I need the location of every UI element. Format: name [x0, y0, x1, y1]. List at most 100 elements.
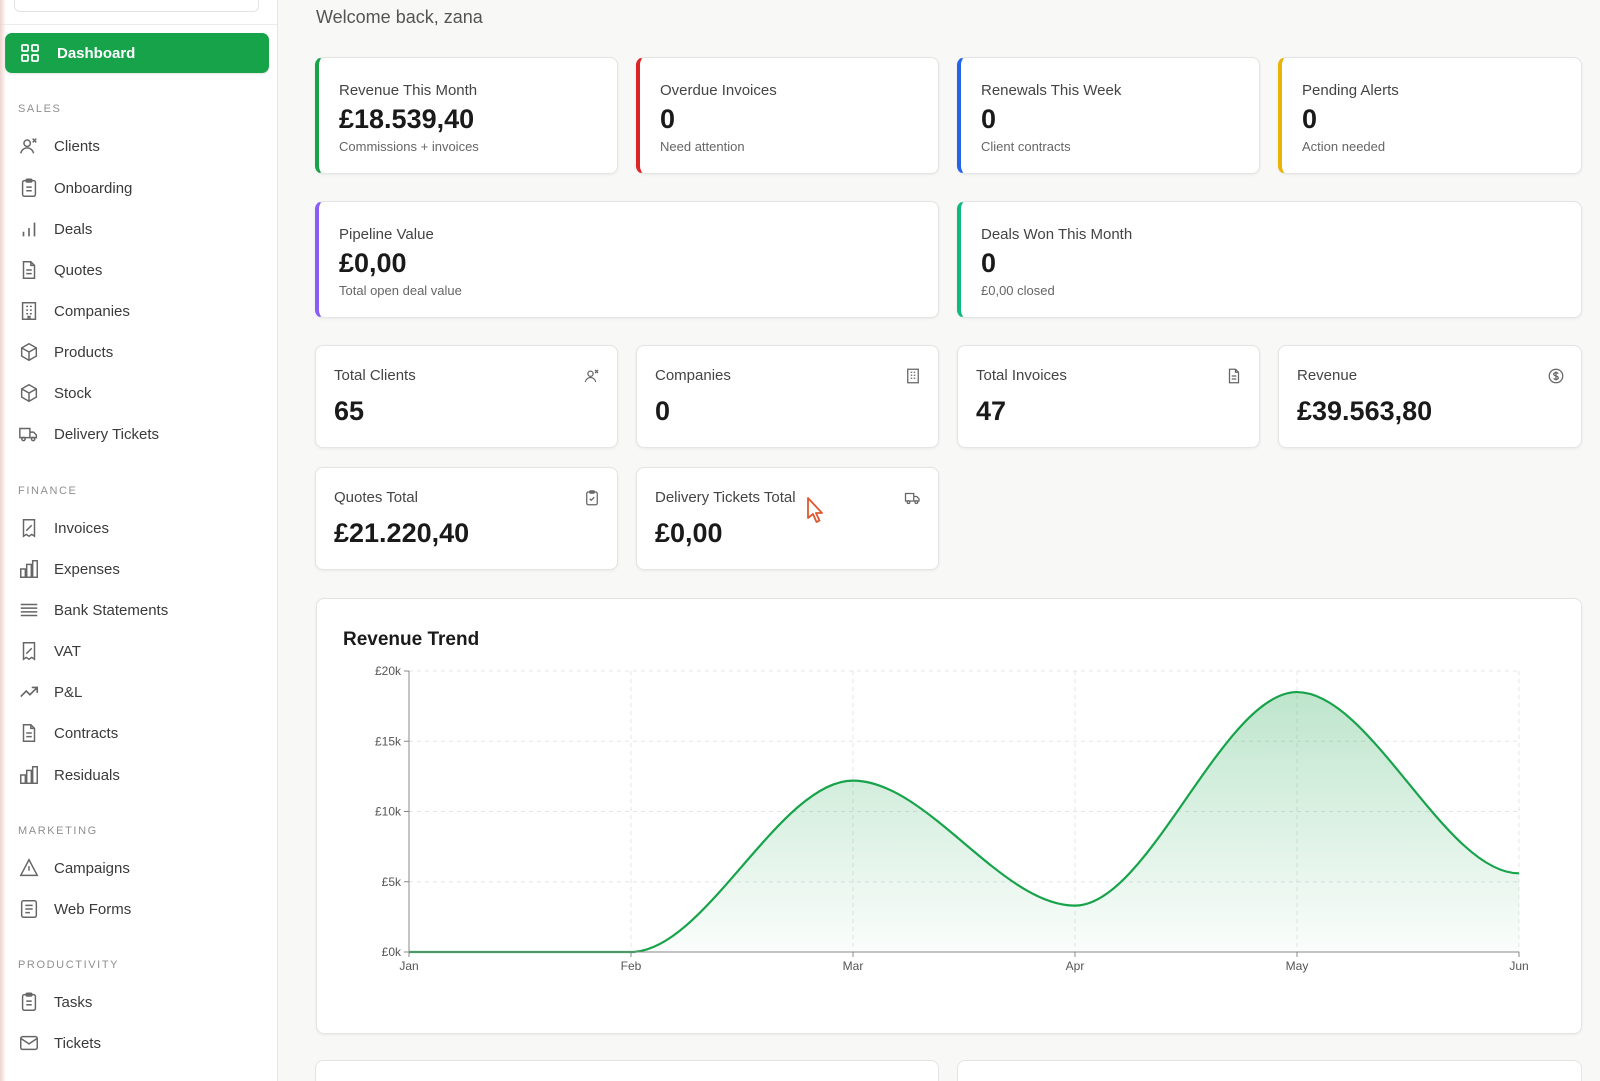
sidebar-item-label: Clients — [54, 137, 100, 155]
grid-icon — [20, 43, 40, 63]
sidebar-item-bank-statements[interactable]: Bank Statements — [18, 598, 168, 622]
stat-value: £0,00 — [655, 518, 723, 548]
section-label-finance: FINANCE — [18, 485, 78, 497]
sidebar-item-clients[interactable]: Clients — [18, 134, 100, 158]
stat-value: 0 — [655, 396, 671, 426]
sidebar-item-label: Expenses — [54, 560, 120, 578]
series-area-fill — [409, 692, 1519, 952]
stat-value: £39.563,80 — [1297, 396, 1433, 426]
kpi-card-revenue-this-month[interactable]: Revenue This Month £18.539,40 Commission… — [315, 57, 618, 174]
kpi-card-deals-won[interactable]: Deals Won This Month 0 £0,00 closed — [957, 201, 1582, 318]
stat-card-revenue[interactable]: Revenue £39.563,80 — [1278, 345, 1582, 448]
y-tick-label: £10k — [375, 805, 402, 819]
bar-chart-2-icon — [18, 558, 40, 580]
stat-title: Total Clients — [334, 367, 416, 384]
sidebar-item-label: Onboarding — [54, 179, 133, 197]
stat-title: Companies — [655, 367, 731, 384]
sidebar-item-label: Bank Statements — [54, 601, 169, 619]
sidebar-item-deals[interactable]: Deals — [18, 217, 92, 241]
sidebar-item-quotes[interactable]: Quotes — [18, 258, 102, 282]
sidebar-search-input[interactable] — [14, 0, 259, 12]
stat-card-quotes-total[interactable]: Quotes Total £21.220,40 — [315, 467, 618, 570]
sidebar-item-label: Invoices — [54, 519, 110, 537]
kpi-subtitle: Commissions + invoices — [339, 139, 479, 154]
x-tick-label: Feb — [621, 959, 642, 973]
form-icon — [18, 898, 40, 920]
sidebar-item-delivery-tickets[interactable]: Delivery Tickets — [18, 422, 159, 446]
sidebar-item-vat[interactable]: VAT — [18, 639, 81, 663]
building-icon — [904, 367, 922, 385]
sidebar-item-invoices[interactable]: Invoices — [18, 516, 109, 540]
bottom-card-left — [315, 1060, 939, 1081]
stat-card-total-invoices[interactable]: Total Invoices 47 — [957, 345, 1260, 448]
sidebar-item-tasks[interactable]: Tasks — [18, 990, 92, 1014]
section-label-marketing: MARKETING — [18, 825, 98, 837]
sidebar-item-label: P&L — [54, 683, 83, 701]
kpi-title: Revenue This Month — [339, 82, 478, 99]
kpi-value: £18.539,40 — [339, 104, 475, 134]
kpi-card-overdue-invoices[interactable]: Overdue Invoices 0 Need attention — [636, 57, 939, 174]
stat-card-companies[interactable]: Companies 0 — [636, 345, 939, 448]
revenue-trend-chart: £0k £5k £10k £15k £20k Jan Feb Mar Apr May Jun — [375, 664, 1529, 973]
stat-value: 65 — [334, 396, 365, 426]
section-label-productivity: PRODUCTIVITY — [18, 959, 120, 971]
sidebar-item-expenses[interactable]: Expenses — [18, 557, 120, 581]
trending-up-icon — [18, 681, 40, 703]
y-tick-label: £5k — [382, 875, 402, 889]
clipboard-icon — [18, 177, 40, 199]
section-label-sales: SALES — [18, 103, 62, 115]
bar-chart-icon — [18, 218, 40, 240]
sidebar-item-stock[interactable]: Stock — [18, 381, 92, 405]
sidebar-item-label: Tasks — [54, 993, 93, 1011]
sidebar-item-tickets[interactable]: Tickets — [18, 1031, 101, 1055]
x-tick-label: Jun — [1509, 959, 1528, 973]
y-tick-label: £20k — [375, 664, 402, 678]
kpi-subtitle: Action needed — [1302, 139, 1386, 154]
sidebar: Dashboard SALES Clients Onboarding Deals… — [0, 0, 278, 1081]
sidebar-item-label: VAT — [54, 642, 81, 660]
users-icon — [583, 367, 601, 385]
sidebar-item-dashboard[interactable]: Dashboard — [5, 33, 269, 73]
building-icon — [18, 300, 40, 322]
receipt-icon — [18, 517, 40, 539]
sidebar-item-pnl[interactable]: P&L — [18, 680, 82, 704]
kpi-value: £0,00 — [339, 248, 407, 278]
file-text-icon — [18, 259, 40, 281]
stat-title: Revenue — [1297, 367, 1358, 384]
sidebar-item-label: Residuals — [54, 766, 120, 784]
kpi-subtitle: £0,00 closed — [981, 283, 1055, 298]
sidebar-item-campaigns[interactable]: Campaigns — [18, 856, 130, 880]
sidebar-item-label: Companies — [54, 302, 130, 320]
kpi-subtitle: Client contracts — [981, 139, 1071, 154]
clipboard-check-icon — [18, 991, 40, 1013]
list-icon — [18, 599, 40, 621]
welcome-message: Welcome back, zana — [316, 7, 483, 27]
sidebar-item-label: Web Forms — [54, 900, 132, 918]
sidebar-item-label: Contracts — [54, 724, 119, 742]
kpi-card-pending-alerts[interactable]: Pending Alerts 0 Action needed — [1278, 57, 1582, 174]
stat-value: 47 — [976, 396, 1007, 426]
stat-card-total-clients[interactable]: Total Clients 65 — [315, 345, 618, 448]
sidebar-item-label: Deals — [54, 220, 93, 238]
kpi-subtitle: Need attention — [660, 139, 745, 154]
sidebar-item-onboarding[interactable]: Onboarding — [18, 176, 132, 200]
sidebar-item-companies[interactable]: Companies — [18, 299, 130, 323]
truck-icon — [18, 423, 40, 445]
kpi-card-pipeline-value[interactable]: Pipeline Value £0,00 Total open deal val… — [315, 201, 939, 318]
stat-card-delivery-tickets-total[interactable]: Delivery Tickets Total £0,00 — [636, 467, 939, 570]
x-tick-label: Jan — [399, 959, 418, 973]
kpi-title: Overdue Invoices — [660, 82, 777, 99]
kpi-value: 0 — [660, 104, 676, 134]
sidebar-item-products[interactable]: Products — [18, 340, 113, 364]
y-tick-label: £0k — [382, 945, 402, 959]
stat-value: £21.220,40 — [334, 518, 470, 548]
triangle-icon — [18, 857, 40, 879]
sidebar-item-label: Products — [54, 343, 114, 361]
kpi-title: Renewals This Week — [981, 82, 1122, 99]
sidebar-item-web-forms[interactable]: Web Forms — [18, 897, 131, 921]
revenue-trend-card: Revenue Trend £0k £5k £10k £15k £20k Jan Feb Ma… — [316, 598, 1582, 1034]
sidebar-item-residuals[interactable]: Residuals — [18, 763, 120, 787]
kpi-value: 0 — [981, 104, 997, 134]
sidebar-item-contracts[interactable]: Contracts — [18, 721, 118, 745]
kpi-card-renewals-this-week[interactable]: Renewals This Week 0 Client contracts — [957, 57, 1260, 174]
